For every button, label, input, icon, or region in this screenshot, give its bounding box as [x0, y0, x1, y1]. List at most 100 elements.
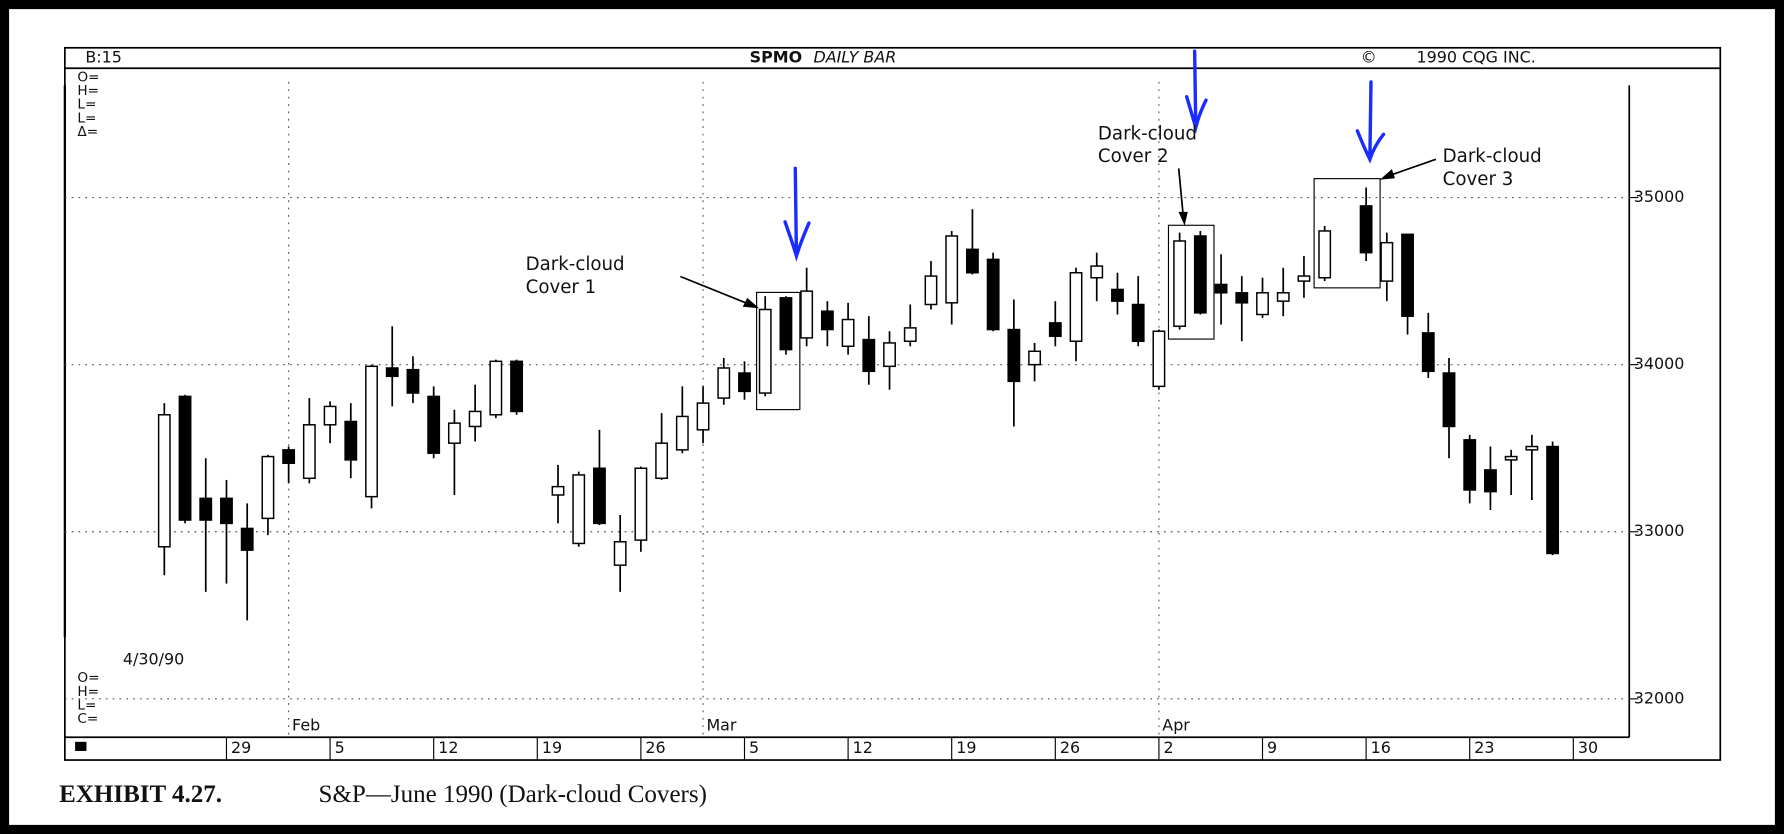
highlight-box: [756, 291, 801, 411]
candle-body: [261, 455, 275, 520]
x-tick-label: 9: [1267, 738, 1277, 757]
annotation: Cover 1: [526, 277, 597, 298]
candle-body: [1173, 240, 1187, 327]
x-tick-label: 23: [1474, 738, 1494, 757]
candle-body: [572, 474, 586, 545]
date-label: 4/30/90: [123, 649, 184, 668]
annotation: Dark-cloud: [526, 254, 625, 275]
y-tick-label: 35000: [1634, 187, 1685, 206]
field-label: Δ=: [77, 124, 98, 140]
x-tick-label: 29: [231, 738, 251, 757]
candle-body: [613, 541, 627, 566]
candle-body: [1048, 322, 1062, 337]
header-center: DAILY BAR: [813, 48, 896, 67]
candle-body: [1276, 292, 1290, 302]
annotation: Cover 3: [1443, 169, 1514, 190]
x-tick-label: 5: [335, 738, 345, 757]
candle-body: [655, 442, 669, 480]
candle-body: [1442, 372, 1456, 428]
field-label: L=: [77, 110, 96, 126]
x-tick-label: 12: [853, 738, 873, 757]
candle-body: [696, 402, 710, 431]
hand-arrows: [783, 49, 1386, 262]
field-label: O=: [77, 69, 99, 85]
highlight-box: [1313, 178, 1381, 289]
candle-body: [282, 449, 296, 464]
candle-body: [178, 395, 192, 521]
annotation: Dark-cloud: [1098, 123, 1197, 144]
x-tick-label: 19: [542, 738, 562, 757]
candle-body: [1214, 283, 1228, 294]
candle-body: [240, 527, 254, 551]
candle-body: [510, 360, 523, 413]
candle-body: [302, 424, 316, 480]
x-tick-label: 19: [956, 738, 976, 757]
candle-body: [157, 414, 171, 548]
annotation: Cover 2: [1098, 146, 1169, 167]
candle-body: [634, 467, 648, 541]
candle-body: [1546, 445, 1560, 555]
x-tick-label: 26: [645, 738, 665, 757]
candle-body: [385, 367, 399, 378]
month-label: Mar: [706, 715, 736, 734]
candle-body: [220, 497, 233, 525]
candle-body: [1131, 303, 1145, 342]
candle-body: [820, 310, 834, 331]
candle-body: [924, 275, 938, 306]
candle-body: [199, 497, 213, 521]
candle-body: [986, 258, 1000, 331]
field-label: L=: [77, 697, 96, 713]
candle-body: [717, 367, 731, 399]
highlight-box: [1167, 224, 1215, 340]
field-label: H=: [77, 83, 99, 99]
x-tick-label: 5: [749, 738, 759, 757]
candle-body: [323, 405, 337, 426]
pointer-arrows: [680, 158, 1437, 309]
candle-body: [1235, 292, 1249, 304]
candle-body: [675, 415, 689, 451]
month-label: Apr: [1162, 715, 1190, 734]
y-tick-label: 32000: [1634, 688, 1685, 707]
candle-body: [1152, 330, 1166, 388]
candle-body: [965, 248, 979, 274]
candle-body: [841, 318, 855, 348]
candle-body: [406, 368, 420, 394]
candle-body: [945, 235, 959, 304]
caption-label: EXHIBIT 4.27.: [59, 781, 222, 808]
y-tick-label: 34000: [1634, 354, 1685, 373]
header-right: 1990 CQG INC.: [1417, 48, 1536, 67]
month-label: Feb: [292, 715, 320, 734]
candle-body: [738, 372, 751, 393]
x-tick-label: 12: [438, 738, 458, 757]
candle-body: [883, 342, 896, 368]
candle-body: [1111, 288, 1124, 302]
candle-body: [365, 365, 378, 498]
candle-body: [593, 467, 606, 525]
header-left: B:15: [85, 48, 122, 67]
x-tick-label: 2: [1163, 738, 1173, 757]
marker: [75, 741, 87, 751]
candle-body: [862, 338, 876, 373]
field-label: O=: [77, 670, 99, 686]
x-tick-label: 26: [1060, 738, 1080, 757]
candle-body: [800, 290, 814, 339]
field-label: L=: [77, 97, 96, 113]
candle-body: [1318, 230, 1332, 279]
y-tick-label: 33000: [1634, 521, 1685, 540]
candle-body: [489, 360, 503, 416]
candle-body: [1090, 265, 1104, 279]
candle-body: [447, 422, 461, 444]
candle-body: [1421, 332, 1435, 373]
candle-body: [468, 410, 482, 428]
field-label: C=: [77, 711, 98, 727]
candle-body: [1256, 292, 1269, 316]
x-tick-label: 30: [1578, 738, 1598, 757]
candle-body: [1297, 275, 1311, 282]
candle-body: [1380, 241, 1394, 282]
candle-body: [1504, 455, 1518, 461]
candle-body: [1359, 205, 1373, 254]
candle-body: [1193, 235, 1207, 314]
candle-body: [1525, 445, 1539, 451]
annotation: Dark-cloud: [1443, 146, 1542, 167]
